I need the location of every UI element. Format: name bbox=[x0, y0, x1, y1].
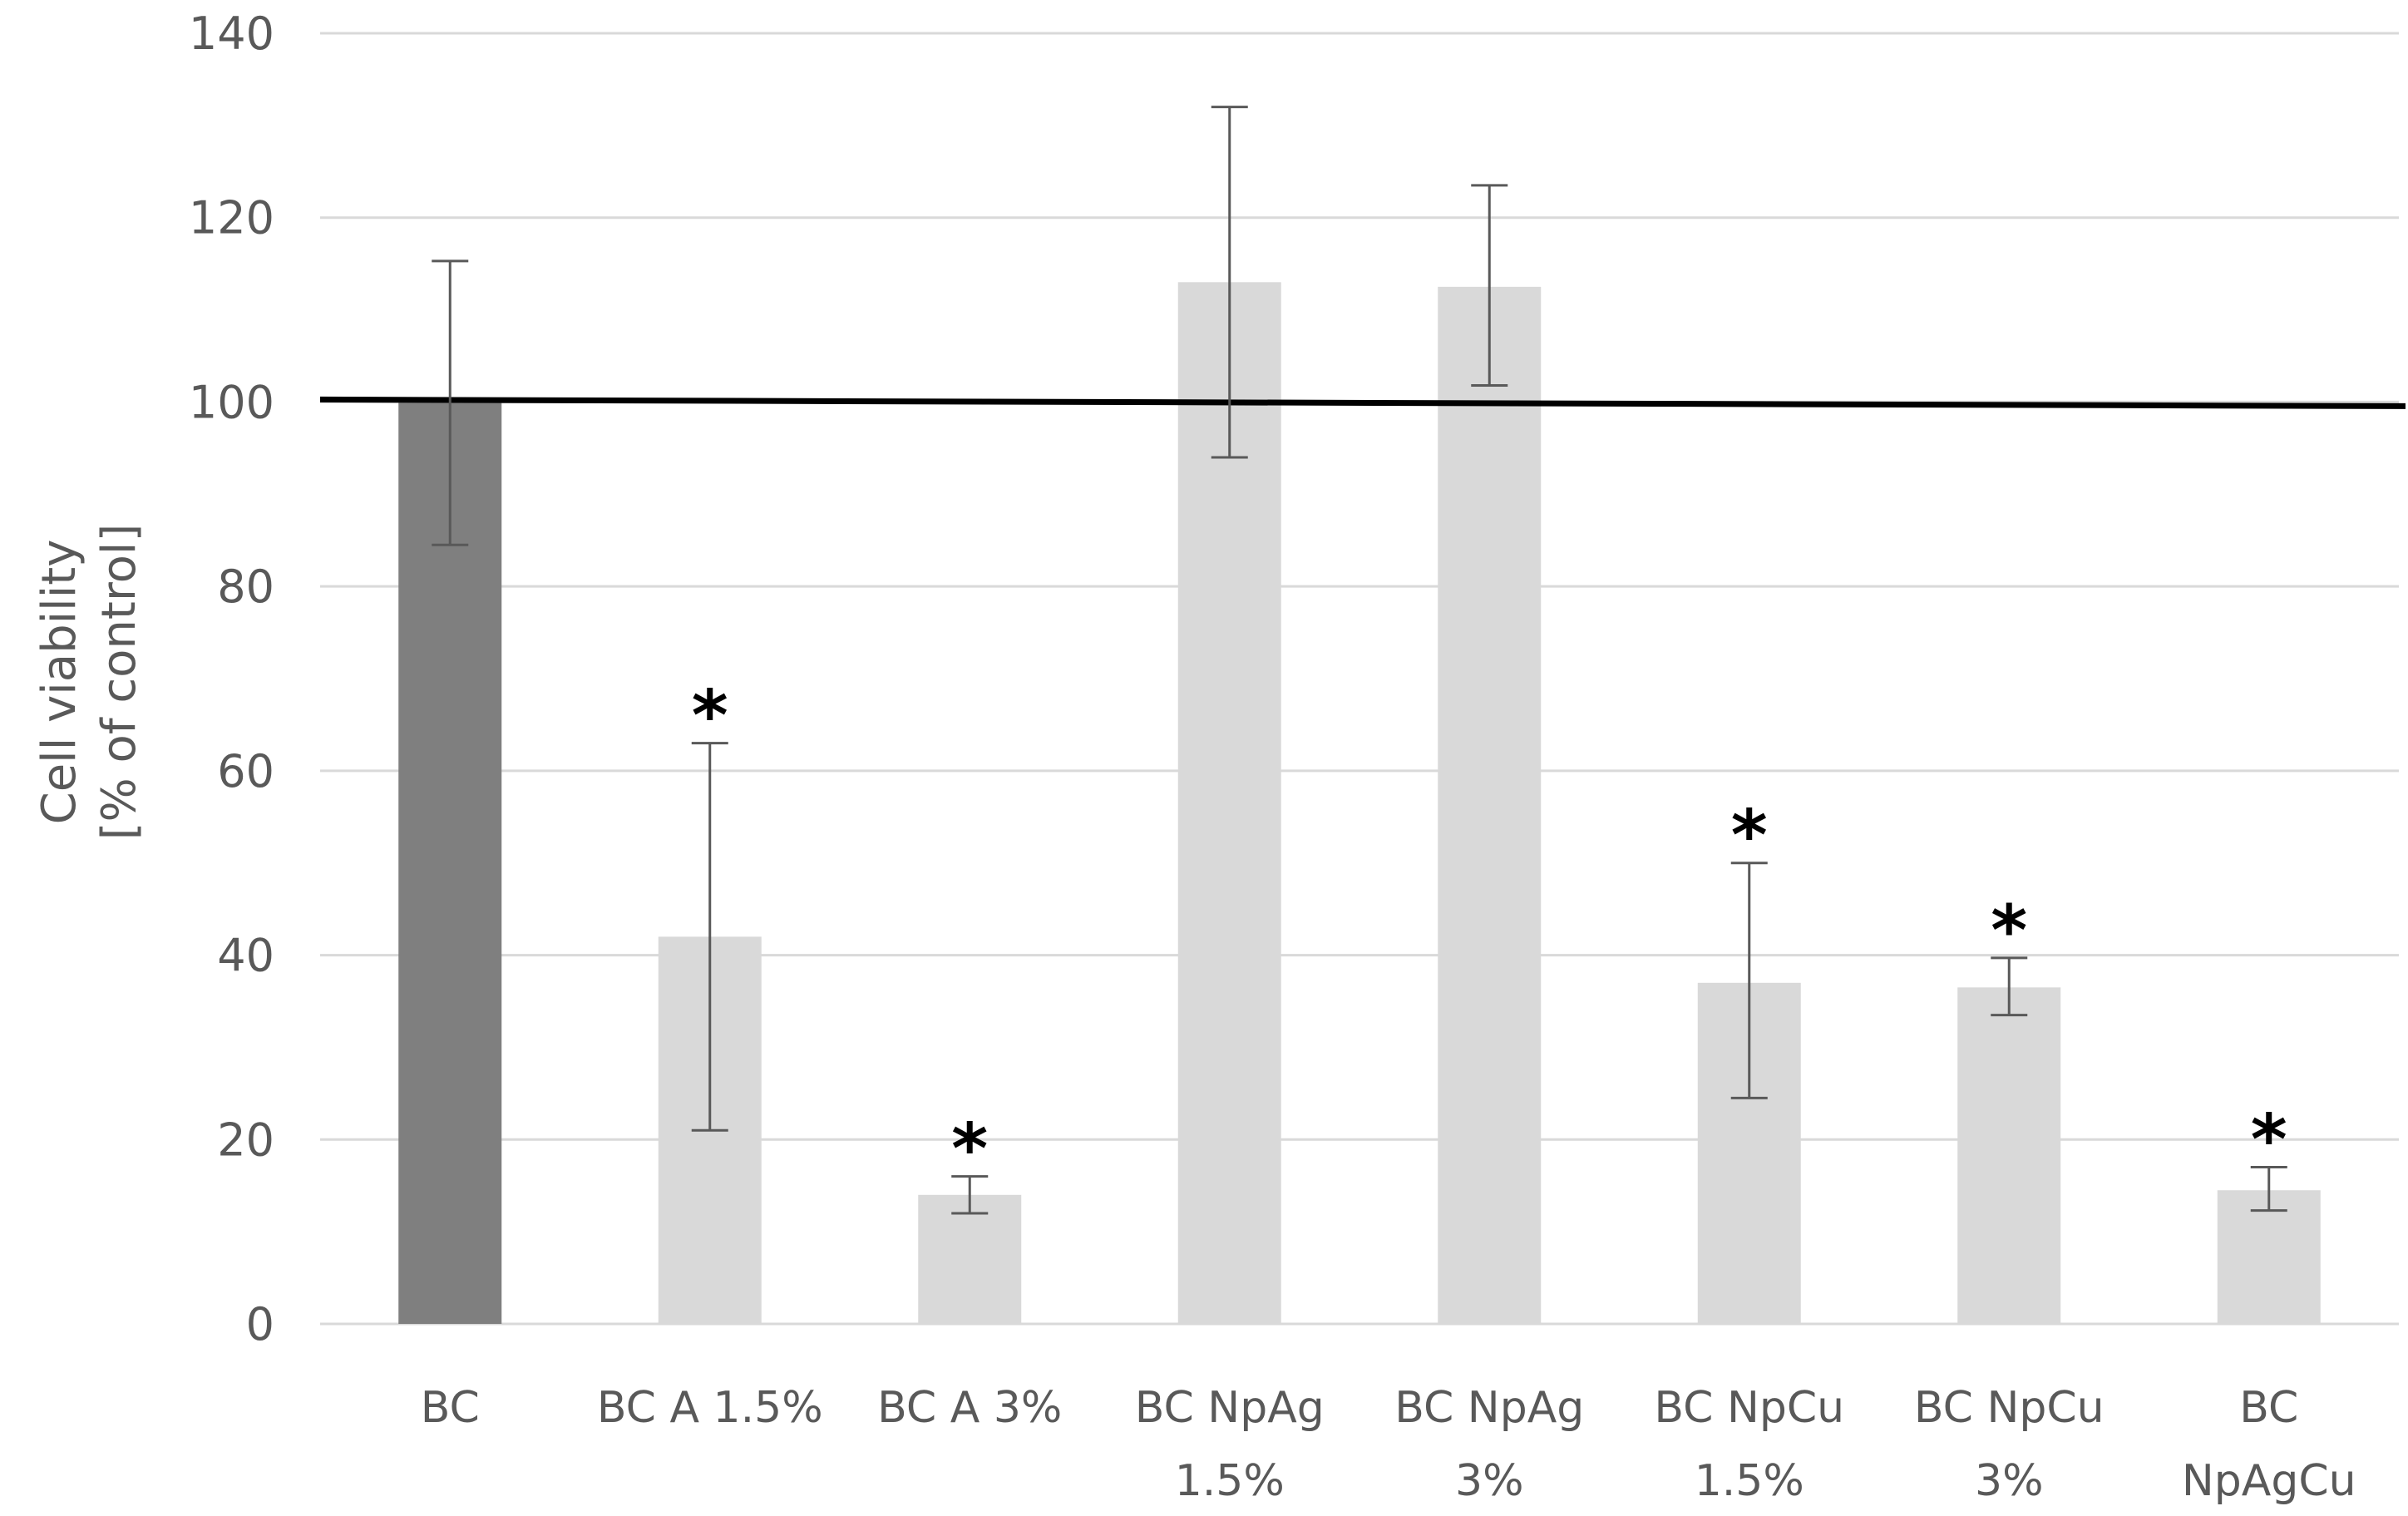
error-bars bbox=[432, 106, 2287, 1215]
x-tick-label: NpAgCu bbox=[2182, 1456, 2356, 1506]
x-tick-label: 1.5% bbox=[1175, 1456, 1285, 1506]
y-tick-label: 60 bbox=[217, 745, 274, 798]
y-tick-label: 20 bbox=[217, 1114, 274, 1166]
significance-star: * bbox=[951, 1109, 988, 1190]
x-axis-ticks: BC BC A 1.5% BC A 3% BC NpAg 1.5% BC NpAg 3% BC… bbox=[421, 1383, 2356, 1506]
bar bbox=[1438, 286, 1542, 1324]
x-tick-label: BC A 3% bbox=[877, 1383, 1062, 1433]
x-tick-label: 1.5% bbox=[1695, 1456, 1804, 1506]
x-tick-label: BC bbox=[421, 1383, 480, 1433]
y-tick-label: 80 bbox=[217, 560, 274, 613]
significance-star: * bbox=[692, 675, 728, 757]
significance-star: * bbox=[2251, 1099, 2287, 1181]
x-tick-label: BC A 1.5% bbox=[597, 1383, 823, 1433]
y-axis-label-line: [% of control] bbox=[92, 524, 146, 841]
y-tick-label: 40 bbox=[217, 930, 274, 982]
gridlines bbox=[320, 32, 2399, 1326]
x-tick-label: 3% bbox=[1975, 1456, 2044, 1506]
y-axis-label-line: Cell viability bbox=[32, 540, 86, 825]
x-tick-label: 3% bbox=[1455, 1456, 1524, 1506]
y-axis-label: Cell viability [% of control] bbox=[32, 524, 146, 841]
significance-star: * bbox=[1731, 795, 1768, 877]
x-tick-label: BC bbox=[2239, 1383, 2298, 1433]
x-tick-label: BC NpCu bbox=[1654, 1383, 1844, 1433]
bar bbox=[2217, 1190, 2321, 1324]
bars bbox=[398, 282, 2321, 1324]
reference-line bbox=[319, 396, 2406, 409]
x-tick-label: BC NpAg bbox=[1135, 1383, 1325, 1433]
reference-line-group bbox=[319, 396, 2406, 409]
x-tick-label: BC NpAg bbox=[1394, 1383, 1584, 1433]
y-tick-label: 100 bbox=[189, 376, 274, 428]
x-tick-label: BC NpCu bbox=[1914, 1383, 2105, 1433]
y-tick-label: 140 bbox=[189, 7, 274, 60]
y-tick-label: 0 bbox=[246, 1298, 274, 1351]
significance-star: * bbox=[1991, 890, 2027, 971]
y-axis-ticks: 0 20 40 60 80 100 120 140 bbox=[189, 7, 274, 1351]
bar bbox=[1957, 987, 2061, 1324]
significance-markers: * * * * * bbox=[692, 675, 2287, 1190]
y-tick-label: 120 bbox=[189, 192, 274, 244]
bar bbox=[918, 1194, 1022, 1324]
bar bbox=[398, 402, 502, 1324]
